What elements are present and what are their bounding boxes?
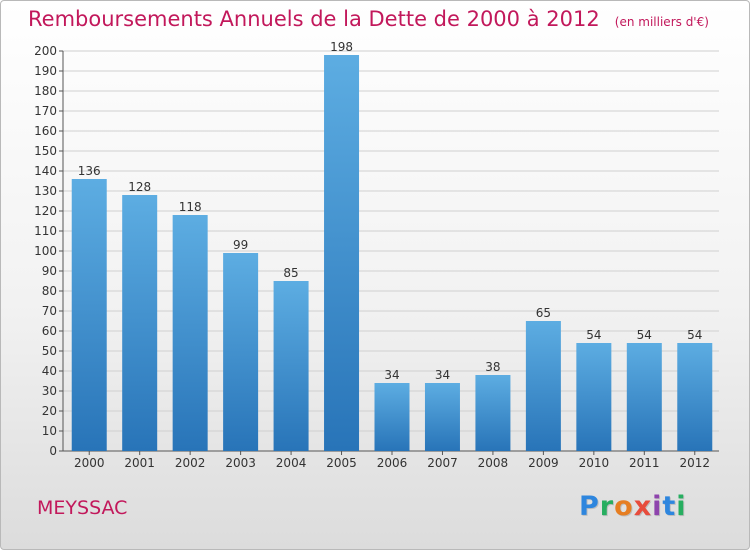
y-tick-label: 180 xyxy=(34,84,57,98)
brand-logo-letter: o xyxy=(614,491,634,522)
bar xyxy=(71,179,107,451)
bar xyxy=(122,195,158,451)
y-tick-label: 190 xyxy=(34,64,57,78)
x-tick-label: 2005 xyxy=(326,456,357,470)
bar xyxy=(525,321,561,451)
brand-logo-letter: x xyxy=(633,491,653,522)
x-tick-label: 2009 xyxy=(528,456,559,470)
y-tick-label: 10 xyxy=(42,424,57,438)
y-tick-label: 70 xyxy=(42,304,57,318)
y-tick-label: 150 xyxy=(34,144,57,158)
x-tick-label: 2012 xyxy=(679,456,710,470)
bar xyxy=(172,215,208,451)
bar-value-label: 54 xyxy=(586,328,601,342)
brand-logo-letter: r xyxy=(599,491,615,522)
brand-logo-letter: t xyxy=(662,491,677,522)
y-tick-label: 50 xyxy=(42,344,57,358)
chart-title: Remboursements Annuels de la Dette de 20… xyxy=(28,7,600,31)
bar-value-label: 34 xyxy=(435,368,450,382)
bar-value-label: 34 xyxy=(384,368,399,382)
x-tick-label: 2000 xyxy=(74,456,105,470)
bar xyxy=(223,253,259,451)
bar-value-label: 128 xyxy=(128,180,151,194)
bar-value-label: 85 xyxy=(283,266,298,280)
bar xyxy=(677,343,713,451)
bar-value-label: 38 xyxy=(485,360,500,374)
x-tick-label: 2001 xyxy=(124,456,155,470)
bar-value-label: 99 xyxy=(233,238,248,252)
bar-value-label: 54 xyxy=(637,328,652,342)
brand-logo-letter: i xyxy=(676,491,687,522)
x-tick-label: 2004 xyxy=(276,456,307,470)
bar xyxy=(626,343,662,451)
y-tick-label: 100 xyxy=(34,244,57,258)
y-tick-label: 60 xyxy=(42,324,57,338)
bar xyxy=(374,383,410,451)
y-tick-label: 140 xyxy=(34,164,57,178)
x-tick-label: 2006 xyxy=(377,456,408,470)
bar-value-label: 54 xyxy=(687,328,702,342)
bar-value-label: 118 xyxy=(179,200,202,214)
commune-name: MEYSSAC xyxy=(37,497,128,519)
y-tick-label: 90 xyxy=(42,264,57,278)
y-tick-label: 80 xyxy=(42,284,57,298)
bar xyxy=(475,375,511,451)
x-tick-label: 2003 xyxy=(225,456,256,470)
chart-unit-label: (en milliers d'€) xyxy=(614,15,709,29)
y-tick-label: 110 xyxy=(34,224,57,238)
x-tick-label: 2010 xyxy=(579,456,610,470)
x-tick-label: 2011 xyxy=(629,456,660,470)
brand-logo-letter: P xyxy=(579,491,600,522)
y-tick-label: 120 xyxy=(34,204,57,218)
bar-value-label: 198 xyxy=(330,40,353,54)
chart-header: Remboursements Annuels de la Dette de 20… xyxy=(28,7,709,31)
y-tick-label: 20 xyxy=(42,404,57,418)
y-tick-label: 30 xyxy=(42,384,57,398)
y-tick-label: 200 xyxy=(34,44,57,58)
bar-value-label: 136 xyxy=(78,164,101,178)
x-tick-label: 2007 xyxy=(427,456,458,470)
y-tick-label: 160 xyxy=(34,124,57,138)
x-tick-label: 2008 xyxy=(478,456,509,470)
brand-logo: Proxiti xyxy=(579,491,687,522)
y-tick-label: 0 xyxy=(49,444,57,458)
y-tick-label: 40 xyxy=(42,364,57,378)
bar-value-label: 65 xyxy=(536,306,551,320)
y-tick-label: 130 xyxy=(34,184,57,198)
bar xyxy=(324,55,360,451)
bar xyxy=(576,343,612,451)
y-tick-label: 170 xyxy=(34,104,57,118)
bar xyxy=(424,383,460,451)
bar xyxy=(273,281,309,451)
brand-logo-letter: i xyxy=(652,491,663,522)
x-tick-label: 2002 xyxy=(175,456,206,470)
